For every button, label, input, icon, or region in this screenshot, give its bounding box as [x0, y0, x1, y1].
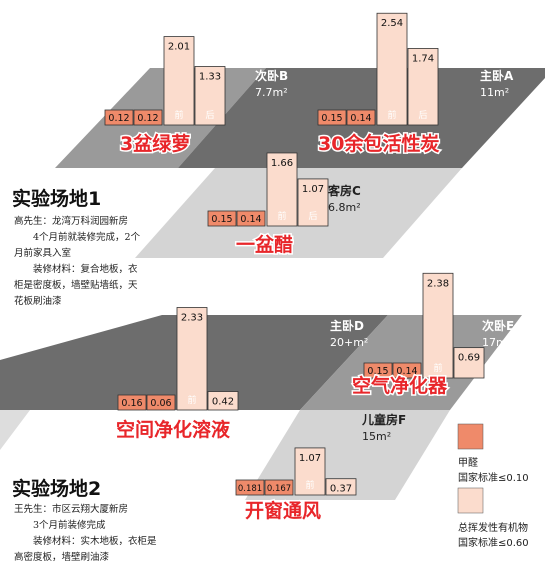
tvoc-period-after-c: 后 [308, 211, 317, 222]
formaldehyde-bar-before-c [207, 210, 237, 227]
tvoc-value-before-c: 1.66 [271, 158, 293, 169]
room-area-a: 11m² [480, 86, 509, 99]
tvoc-bar-after-e [453, 347, 485, 379]
method-label-e: 空气净化器 [352, 374, 448, 397]
tvoc-value-after-d: 0.42 [212, 397, 234, 408]
room-area-c: 6.8m² [328, 201, 361, 214]
tvoc-value-before-f: 1.07 [299, 453, 321, 464]
site-2-line-1: 3个月前装修完成 [33, 520, 106, 531]
tvoc-period-before-c: 前 [277, 210, 286, 222]
method-label-b: 3盆绿萝 [120, 132, 190, 155]
formaldehyde-bar-after-e [392, 362, 422, 379]
tvoc-value-before-a: 2.54 [381, 18, 403, 29]
legend: 甲醛 国家标准≤0.10 总挥发性有机物 国家标准≤0.60 [457, 423, 529, 549]
tvoc-bar-before-e [422, 272, 454, 379]
method-label-c: 一盆醋 [236, 233, 293, 256]
legend-label-formaldehyde: 甲醛 [458, 456, 478, 469]
formaldehyde-bar-before-e [363, 362, 393, 379]
floor-room-e [300, 315, 522, 410]
bar-marks: 0.15 0.14 2.54 前 1.74 后 0.12 0.12 2.01 前 1.33 后 0.15… [104, 12, 485, 496]
formaldehyde-value-after-d: 0.06 [150, 398, 171, 409]
tvoc-value-before-e: 2.38 [427, 278, 449, 289]
tvoc-bar-after-a [407, 48, 439, 126]
method-label-f: 开窗通风 [245, 499, 321, 522]
formaldehyde-value-before-f: 0.181 [238, 484, 262, 494]
room-label-b: 次卧B [255, 68, 288, 83]
formaldehyde-value-before-b: 0.12 [108, 113, 129, 124]
formaldehyde-value-before-c: 0.15 [211, 214, 232, 225]
formaldehyde-bar-after-c [236, 210, 266, 227]
tvoc-value-after-c: 1.07 [302, 184, 324, 195]
site-1-owner: 高先生：龙湾万科润园新房 [14, 216, 129, 227]
formaldehyde-value-after-a: 0.14 [350, 113, 371, 124]
room-label-e: 次卧E [482, 318, 514, 333]
tvoc-bar-after-c [297, 178, 329, 227]
legend-swatch-formaldehyde [457, 423, 484, 450]
tvoc-bar-before-a [376, 12, 408, 126]
formaldehyde-value-before-e: 0.15 [367, 366, 388, 377]
method-label-d: 空间净化溶液 [116, 418, 231, 441]
formaldehyde-bar-after-b [133, 109, 163, 126]
legend-standard-tvoc: 国家标准≤0.60 [458, 536, 529, 549]
formaldehyde-value-before-d: 0.16 [121, 398, 142, 409]
site-2-line-2: 装修材料：实木地板，衣柜是高密度板，墙壁刷油漆 [14, 536, 157, 563]
tvoc-period-before-f: 前 [305, 479, 314, 491]
formaldehyde-bar-before-a [317, 109, 347, 126]
tvoc-period-before-e: 前 [433, 362, 442, 374]
tvoc-value-before-b: 2.01 [168, 42, 190, 53]
formaldehyde-bar-before-f [235, 479, 265, 496]
formaldehyde-bar-before-b [104, 109, 134, 126]
room-area-e: 17m² [482, 336, 511, 349]
tvoc-bar-before-d [176, 307, 208, 411]
formaldehyde-bar-after-f [264, 479, 294, 496]
tvoc-period-before-d: 前 [187, 394, 196, 406]
site-2-title: 实验场地2 [12, 478, 102, 500]
room-label-a: 主卧A [480, 68, 514, 83]
formaldehyde-bar-before-d [117, 394, 147, 411]
site-1-description: 高先生：龙湾万科润园新房 4个月前就装修完成，2个月前家具入室 装修材料：复合地… [14, 214, 142, 310]
tvoc-value-after-e: 0.69 [458, 353, 480, 364]
tvoc-value-after-f: 0.37 [330, 484, 352, 495]
tvoc-bar-before-c [266, 152, 298, 227]
tvoc-value-after-a: 1.74 [412, 53, 434, 64]
tvoc-value-before-d: 2.33 [181, 312, 203, 323]
site-2-owner: 王先生：市区云翔大厦新房 [14, 504, 129, 515]
site-1-line-2: 装修材料：复合地板，衣柜是密度板，墙壁贴墙纸，天花板刷油漆 [14, 264, 138, 307]
room-label-f: 儿童房F [361, 412, 406, 427]
legend-label-tvoc: 总挥发性有机物 [458, 521, 528, 534]
site-1-line-1: 4个月前就装修完成，2个月前家具入室 [14, 232, 141, 259]
method-label-a: 30余包活性炭 [318, 132, 439, 155]
formaldehyde-value-after-f: 0.167 [267, 484, 291, 494]
formaldehyde-value-before-a: 0.15 [321, 113, 342, 124]
tvoc-bar-before-f [294, 447, 326, 496]
tvoc-value-after-b: 1.33 [199, 71, 221, 82]
formaldehyde-value-after-e: 0.14 [396, 366, 417, 377]
legend-swatch-tvoc [457, 487, 484, 514]
room-area-f: 15m² [362, 430, 391, 443]
tvoc-bar-after-f [325, 478, 357, 496]
room-label-d: 主卧D [330, 318, 364, 333]
tvoc-period-before-a: 前 [387, 109, 396, 121]
tvoc-period-after-a: 后 [418, 110, 427, 121]
formaldehyde-value-after-b: 0.12 [137, 113, 158, 124]
tvoc-bar-before-b [163, 36, 195, 126]
room-label-c: 客房C [327, 183, 361, 198]
tvoc-period-before-b: 前 [174, 109, 183, 121]
floor-edge [0, 410, 30, 450]
site-2-description: 王先生：市区云翔大厦新房 3个月前装修完成 装修材料：实木地板，衣柜是高密度板，… [14, 502, 164, 566]
site-1-title: 实验场地1 [12, 188, 102, 210]
room-area-d: 20+m² [330, 336, 368, 349]
formaldehyde-bar-after-a [346, 109, 376, 126]
tvoc-bar-after-d [207, 391, 239, 411]
tvoc-bar-after-b [194, 66, 226, 126]
formaldehyde-value-after-c: 0.14 [240, 214, 261, 225]
tvoc-period-after-b: 后 [205, 110, 214, 121]
legend-standard-formaldehyde: 国家标准≤0.10 [458, 471, 529, 484]
formaldehyde-bar-after-d [146, 394, 176, 411]
room-area-b: 7.7m² [255, 86, 288, 99]
